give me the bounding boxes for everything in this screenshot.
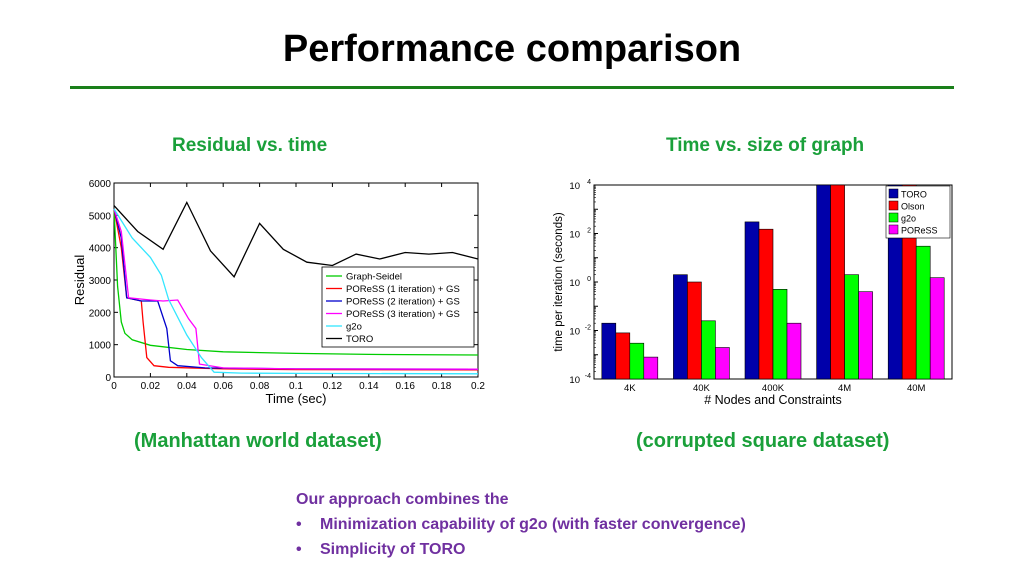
bar [830,184,845,380]
y-tick-label: 10 [569,327,580,338]
legend-label: POReSS (3 iteration) + GS [346,309,460,320]
legend-swatch [888,188,899,199]
title-divider [70,86,954,89]
legend-label: g2o [901,214,916,224]
bar [715,347,730,380]
note-bullet-1: • Minimization capability of g2o (with fa… [296,512,936,537]
bar [615,332,631,380]
legend-box [321,266,475,348]
x-tick-label: 0.04 [177,381,197,392]
y-tick-exponent: 0 [587,276,591,283]
legend-label: g2o [346,322,362,333]
y-axis-label: time per iteration (seconds) [553,212,565,352]
bar [744,221,760,380]
bullet-text: Minimization capability of g2o (with fas… [320,516,746,533]
bar [758,228,774,380]
x-tick-label: 0.14 [359,381,379,392]
x-tick-label: 0.02 [141,381,161,392]
bullet-icon: • [296,516,302,533]
note-intro: Our approach combines the [296,491,509,508]
legend-swatch [888,200,899,211]
right-chart-heading: Time vs. size of graph [666,135,865,156]
series-line [113,208,479,375]
x-tick-label: 0.18 [432,381,452,392]
bullet-icon: • [296,541,302,558]
y-tick-label: 5000 [89,211,112,222]
x-tick-label: 0.12 [323,381,343,392]
time-bar-chart: 10 -4 10 -2 10 0 10 2 10 4 4K 40K 400K 4M 40M # Nodes a… [553,179,953,407]
y-tick-label: 10 [569,181,580,192]
x-tick-label: 0.16 [395,381,415,392]
y-tick-label: 6000 [89,179,112,190]
x-tick-label: 4M [838,383,851,394]
y-tick-label: 10 [569,278,580,289]
x-tick-label: 0.2 [471,381,485,392]
x-tick-label: 0.08 [250,381,270,392]
legend-label: POReSS [901,226,938,236]
series-line [113,200,479,278]
legend-label: TORO [346,334,373,345]
bar [629,342,645,380]
bar [929,277,945,380]
y-tick-label: 2000 [89,308,112,319]
bar [601,322,617,380]
y-tick-exponent: -4 [585,373,591,380]
x-tick-label: 0.1 [289,381,303,392]
x-tick-label: 4K [624,383,636,394]
y-axis-label: Residual [72,255,87,306]
legend-label: POReSS (1 iteration) + GS [346,284,460,295]
note-bullet-2: • Simplicity of TORO [296,537,936,562]
y-tick-label: 10 [569,230,580,241]
right-chart-caption: (corrupted square dataset) [636,430,890,452]
bar [858,291,873,380]
x-tick-label: 400K [762,383,785,394]
legend-label: TORO [901,190,927,200]
x-tick-label: 40K [693,383,711,394]
summary-note: Our approach combines the • Minimization … [296,487,936,562]
legend-label: Graph-Seidel [346,272,402,283]
bar [701,320,716,380]
bar [844,274,859,380]
bullet-text: Simplicity of TORO [320,541,466,558]
y-tick-label: 10 [569,375,580,386]
series-line [113,208,479,370]
y-tick-label: 3000 [89,276,112,287]
bar [786,322,802,380]
residual-line-chart: 0 0.02 0.04 0.06 0.08 0.1 0.12 0.14 0.16 0.18 0.2 0… [72,179,485,406]
legend-label: Olson [901,202,925,212]
x-tick-label: 0.06 [213,381,233,392]
legend-swatch [888,224,899,235]
bar [643,356,659,380]
y-tick-exponent: -2 [585,325,591,332]
y-tick-label: 1000 [89,341,112,352]
left-chart-heading: Residual vs. time [172,135,328,156]
y-tick-exponent: 2 [587,228,591,235]
legend-swatch [888,212,899,223]
legend-label: POReSS (2 iteration) + GS [346,297,460,308]
bar [816,184,831,380]
y-tick-exponent: 4 [587,179,591,186]
bar [772,289,788,380]
y-tick-label: 0 [105,373,111,384]
bar [687,281,702,380]
bar [673,274,688,380]
x-axis-label: Time (sec) [266,391,327,406]
series-line [113,208,479,356]
slide-title: Performance comparison [282,28,742,70]
x-tick-label: 0 [111,381,117,392]
x-tick-label: 40M [907,383,926,394]
y-tick-label: 4000 [89,244,112,255]
left-chart-caption: (Manhattan world dataset) [134,430,382,452]
bar [915,245,931,380]
x-axis-label: # Nodes and Constraints [704,393,842,407]
